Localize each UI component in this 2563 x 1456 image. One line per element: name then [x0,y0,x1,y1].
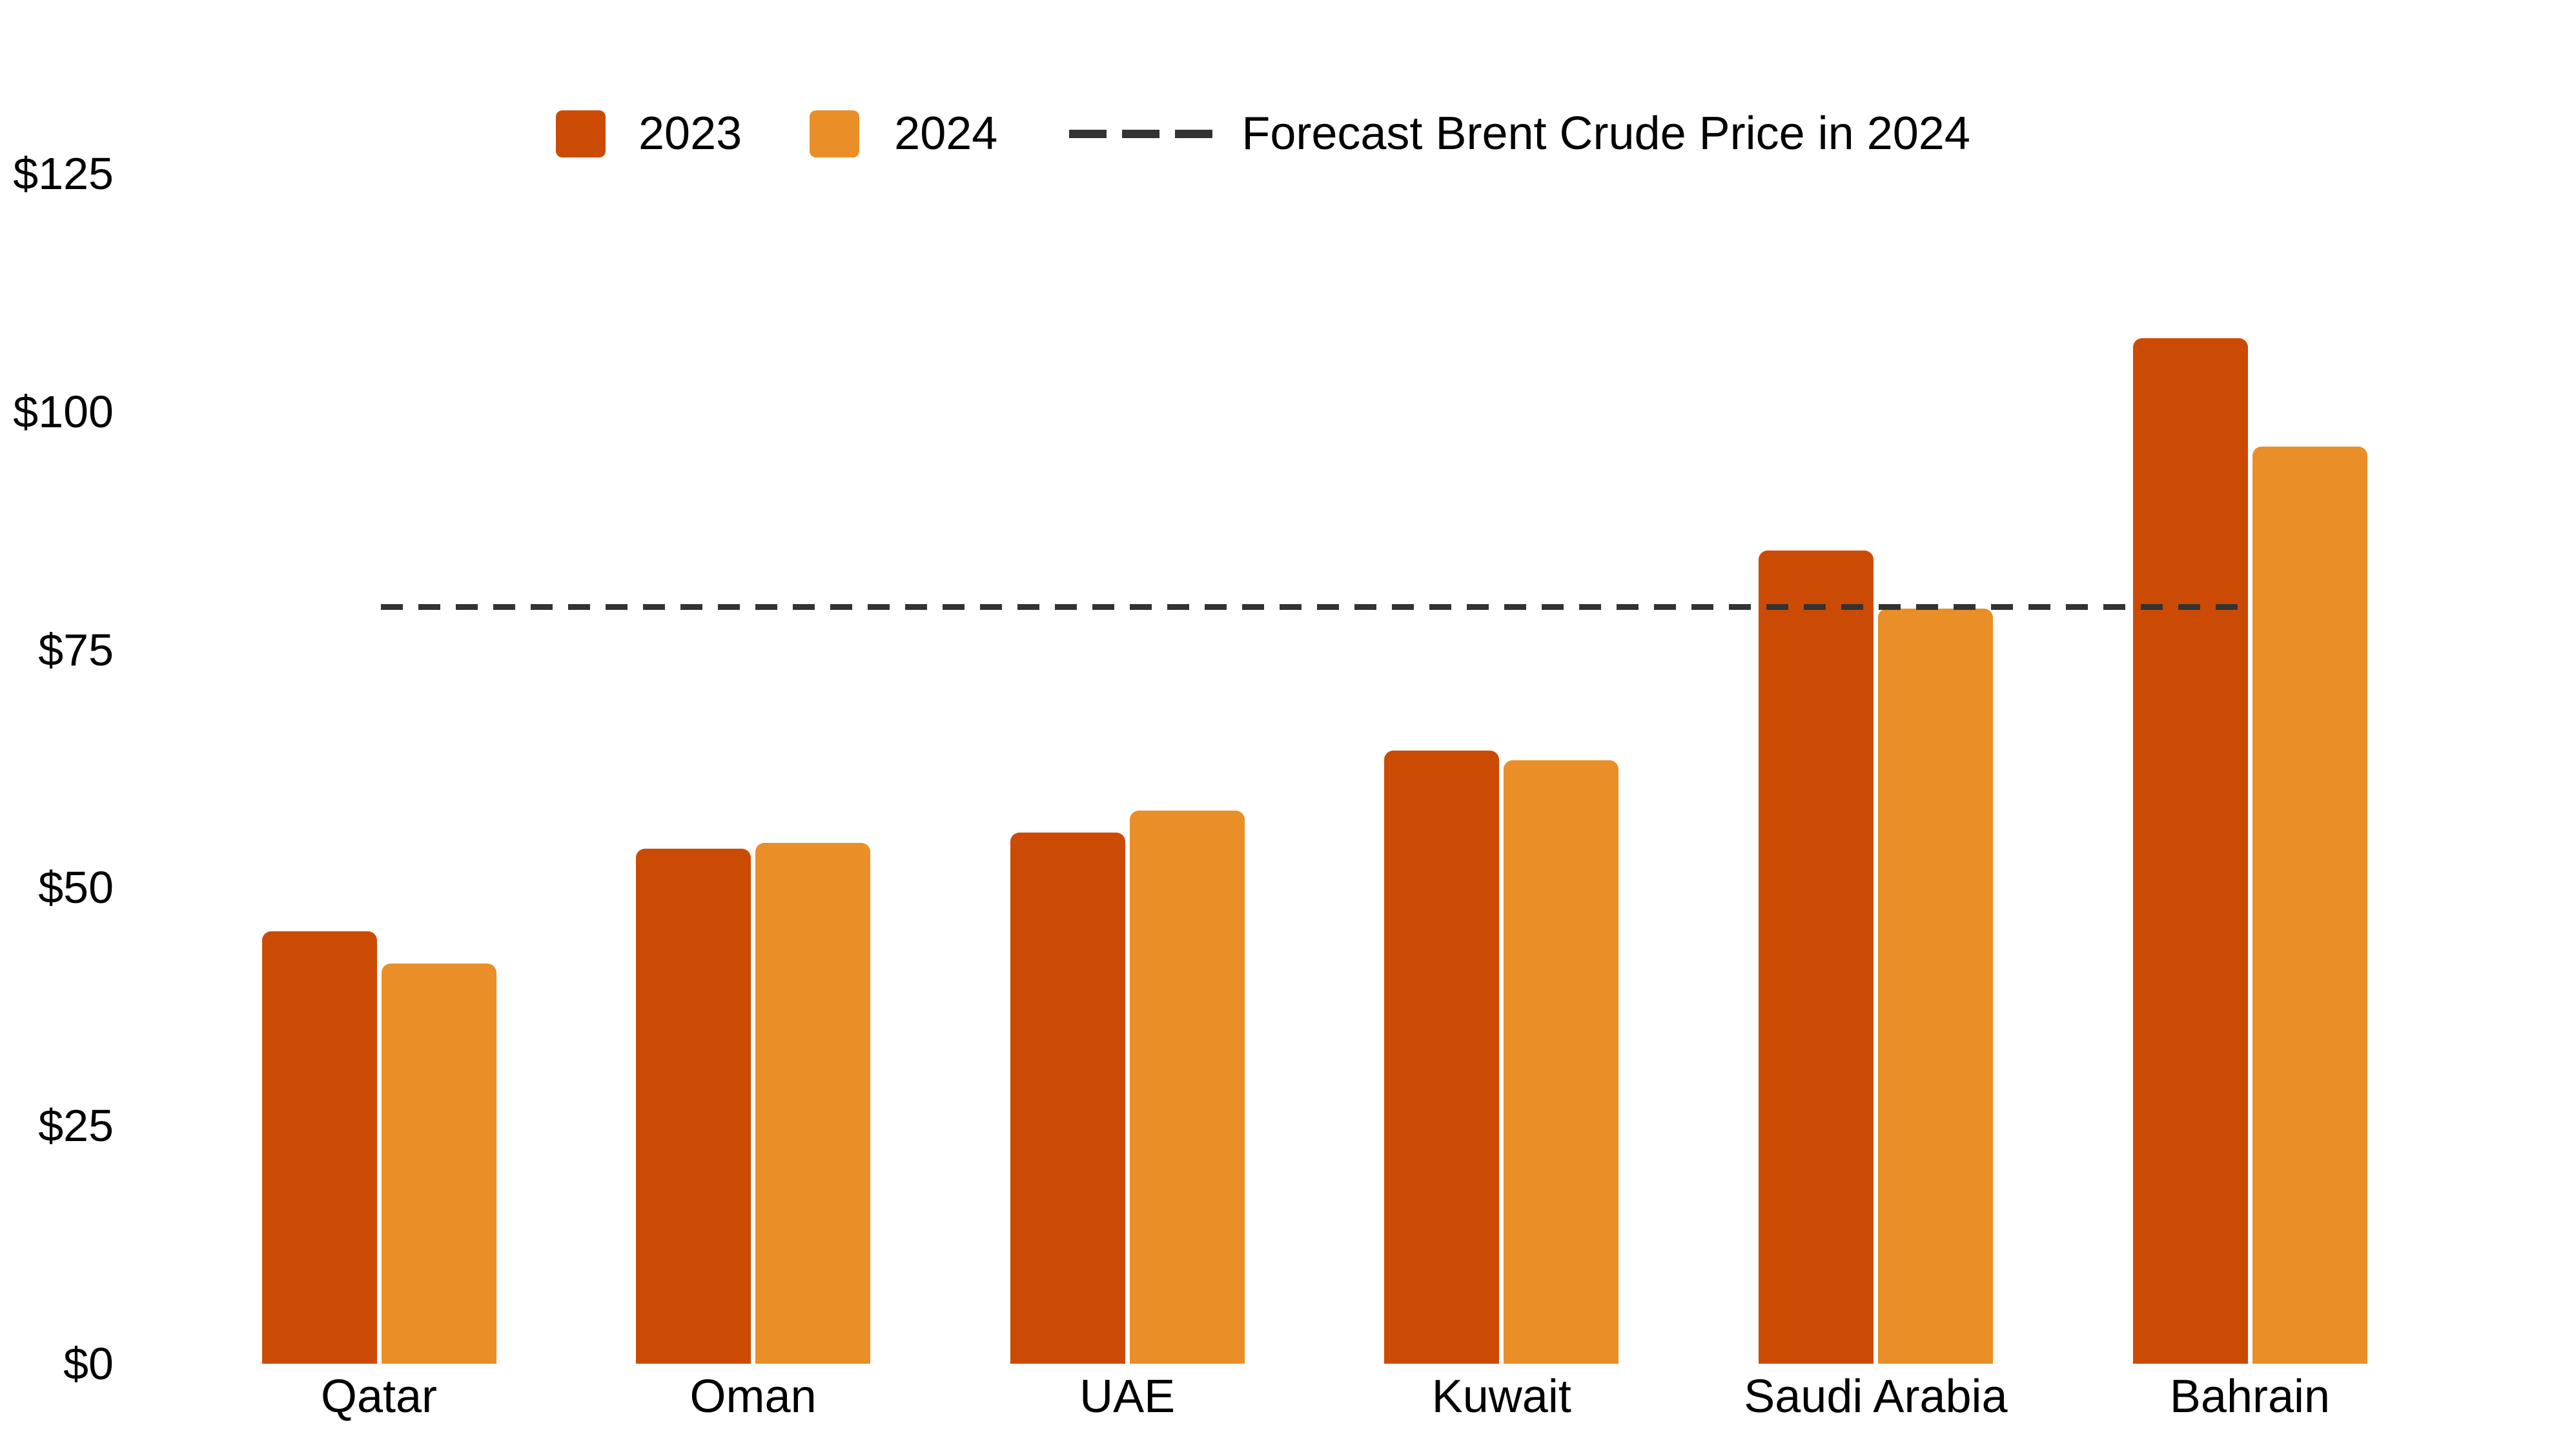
bar-2023-kuwait [1384,750,1500,1364]
bar-2024-oman [755,843,871,1364]
x-axis-label-uae: UAE [1079,1371,1176,1422]
legend-forecast-label: Forecast Brent Crude Price in 2024 [1241,108,1970,159]
y-axis-tick-label: $50 [38,862,114,913]
bar-2023-bahrain [2132,338,2248,1364]
bar-2024-qatar [381,964,496,1364]
legend-swatch-2024 [810,110,860,157]
y-axis-tick-label: $0 [63,1339,114,1389]
bar-2024-uae [1129,810,1245,1364]
x-axis-label-oman: Oman [689,1371,817,1422]
bar-2023-uae [1010,832,1125,1364]
bar-2023-qatar [261,931,377,1364]
x-axis-label-kuwait: Kuwait [1431,1371,1571,1422]
bar-2024-kuwait [1504,760,1619,1364]
bar-2023-oman [636,848,751,1364]
bar-2024-saudi-arabia [1877,609,1993,1364]
y-axis-tick-label: $75 [38,624,114,675]
legend-dashed-line-icon [1069,129,1213,138]
y-axis-tick-label: $25 [38,1100,114,1151]
y-axis-tick-label: $100 [13,386,114,437]
forecast-dashed-line [381,603,2251,610]
x-axis-label-qatar: Qatar [320,1371,438,1422]
x-axis-label-saudi-arabia: Saudi Arabia [1744,1371,2008,1422]
bar-2023-saudi-arabia [1758,551,1874,1364]
bar-2024-bahrain [2252,447,2367,1364]
y-axis-tick-label: $125 [13,148,114,199]
legend: 2023 2024 Forecast Brent Crude Price in … [556,103,1970,164]
legend-swatch-2023 [556,110,606,157]
legend-label-2024: 2024 [894,108,998,159]
x-axis-label-bahrain: Bahrain [2169,1371,2331,1422]
legend-label-2023: 2023 [638,108,742,159]
